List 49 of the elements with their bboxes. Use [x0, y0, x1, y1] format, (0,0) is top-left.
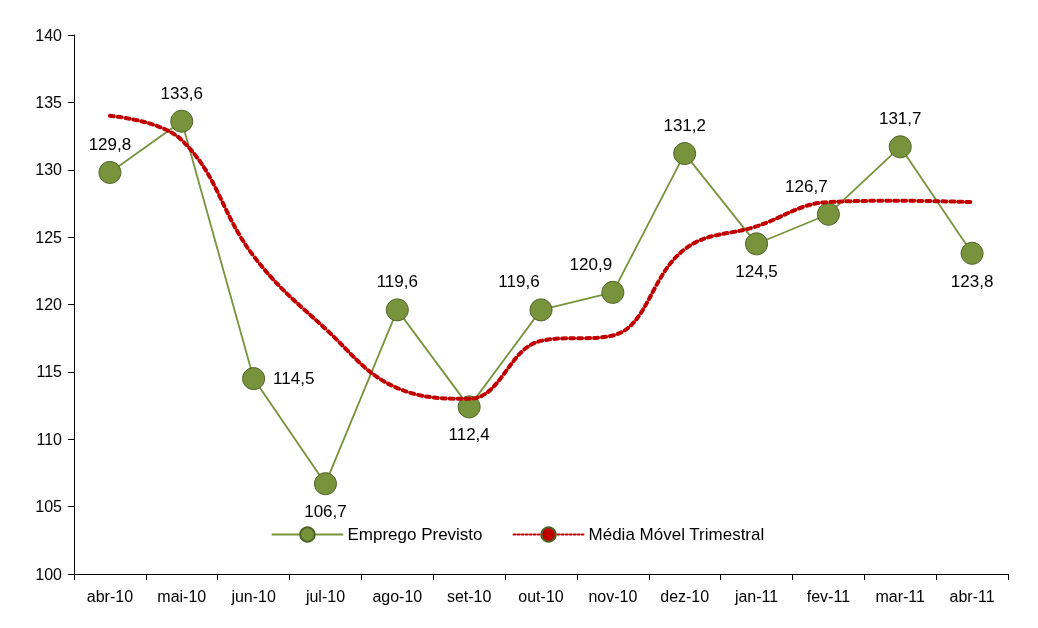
point: [888, 135, 912, 159]
point: [385, 298, 409, 322]
data-label: 106,7: [304, 502, 347, 522]
y-tick-label: 105: [35, 498, 63, 516]
data-label: 119,6: [376, 272, 418, 292]
point: [673, 142, 697, 166]
x-tick-label: jun-10: [230, 587, 276, 605]
x-tick-label: mai-10: [157, 587, 207, 605]
data-label: 126,7: [785, 176, 828, 196]
point: [816, 202, 840, 226]
data-label: 124,5: [735, 262, 778, 282]
y-tick-label: 110: [36, 430, 63, 448]
data-label: 131,7: [878, 109, 922, 129]
x-tick-label: mar-11: [875, 587, 926, 605]
data-label: 133,6: [160, 83, 204, 103]
point: [242, 367, 266, 391]
y-tick-label: 120: [35, 296, 63, 313]
point: [98, 160, 122, 184]
y-tick-label: 100: [35, 565, 63, 583]
x-tick-label: ago-10: [372, 587, 423, 605]
point: [170, 109, 194, 133]
data-label: 114,5: [273, 369, 315, 389]
data-label: 120,9: [569, 254, 613, 274]
point: [960, 241, 984, 265]
x-tick-label: out-10: [518, 587, 564, 605]
point: [745, 232, 769, 256]
legend-label: Média Móvel Trimestral: [588, 525, 765, 544]
data-label: 129,8: [88, 134, 132, 154]
y-tick-label: 115: [36, 363, 63, 381]
x-tick-label: abr-10: [86, 587, 134, 605]
point: [529, 298, 553, 322]
x-tick-label: jul-10: [304, 587, 346, 605]
data-label: 131,2: [663, 116, 706, 136]
y-tick-label: 140: [35, 26, 63, 44]
data-label: 112,4: [448, 425, 490, 445]
data-label: 123,8: [950, 271, 994, 291]
x-tick-label: jan-11: [733, 587, 779, 605]
data-label: 119,6: [498, 272, 540, 292]
y-tick-label: 130: [35, 161, 63, 179]
point: [601, 280, 625, 304]
y-tick-label: 135: [35, 93, 63, 111]
point: [313, 472, 337, 496]
x-tick-label: fev-11: [806, 587, 851, 605]
x-tick-label: abr-11: [949, 587, 995, 605]
y-tick-label: 125: [35, 228, 63, 246]
x-tick-label: set-10: [446, 587, 492, 605]
legend-label: Emprego Previsto: [347, 525, 483, 544]
x-tick-label: nov-10: [588, 587, 638, 605]
x-tick-label: dez-10: [660, 587, 710, 605]
